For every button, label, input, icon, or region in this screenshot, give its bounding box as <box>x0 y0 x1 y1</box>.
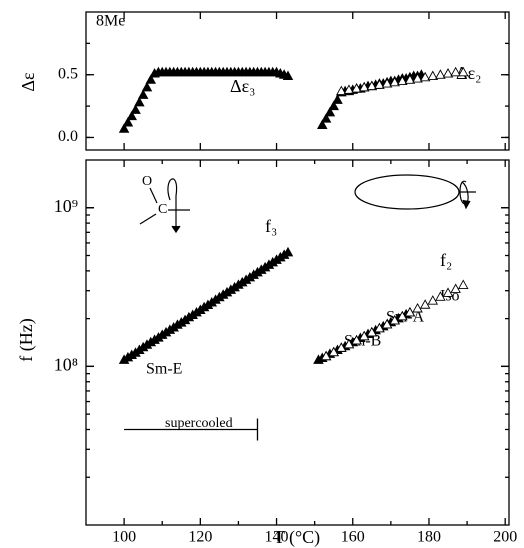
x-tick-label: 200 <box>493 529 517 546</box>
data-point <box>435 291 446 301</box>
data-point <box>328 346 339 357</box>
supercooled-label: supercooled <box>165 416 233 431</box>
icon-label: C <box>158 202 167 217</box>
data-point <box>427 295 439 305</box>
data-point <box>412 73 423 83</box>
data-point <box>458 66 469 77</box>
top-frame <box>85 11 510 151</box>
data-point <box>427 70 439 81</box>
data-point <box>397 75 408 86</box>
data-point <box>450 66 461 77</box>
data-point <box>351 334 362 345</box>
data-point <box>404 306 416 317</box>
data-point <box>412 302 423 313</box>
series-label: Δε₂ <box>456 63 481 83</box>
data-point <box>320 113 332 123</box>
data-point <box>282 246 294 257</box>
bottom-frame <box>85 159 510 526</box>
data-point <box>374 322 385 333</box>
data-point <box>374 79 385 89</box>
data-point <box>130 104 141 114</box>
series-label: f₃ <box>265 216 277 236</box>
y-tick-label: 0.5 <box>58 65 78 82</box>
data-point <box>145 74 157 84</box>
data-point <box>366 80 378 91</box>
x-tick-label: 120 <box>188 529 212 546</box>
x-tick-label: 160 <box>341 529 365 546</box>
data-point <box>122 116 134 127</box>
x-tick-label: 140 <box>265 529 289 546</box>
data-point <box>141 81 153 92</box>
data-point <box>343 338 355 349</box>
data-point <box>320 350 332 361</box>
y-tick-label: 10⁸ <box>54 355 78 375</box>
data-point <box>358 330 370 341</box>
y-axis-label: f (Hz) <box>16 318 37 361</box>
x-tick-label: 180 <box>417 529 441 546</box>
series-label: Δε₃ <box>230 76 255 96</box>
data-point <box>419 71 431 82</box>
data-point <box>458 279 469 290</box>
data-point <box>343 84 355 94</box>
data-point <box>336 342 347 352</box>
data-point <box>442 287 454 297</box>
data-point <box>419 299 431 309</box>
sample-label: 8Me <box>96 13 125 30</box>
data-point <box>381 318 393 329</box>
phase-label: Sm-E <box>146 361 182 378</box>
x-axis-label: T (°C) <box>274 527 320 548</box>
data-point <box>137 89 149 99</box>
data-point <box>332 94 343 104</box>
data-point <box>336 85 347 96</box>
data-point <box>435 69 446 79</box>
data-point <box>442 68 454 78</box>
data-point <box>381 78 393 88</box>
icon-label: O <box>142 174 152 189</box>
data-point <box>118 123 130 133</box>
data-point <box>328 100 339 111</box>
y-tick-label: 10⁹ <box>54 196 78 216</box>
ellipse-icon <box>354 174 476 210</box>
data-point <box>389 314 400 325</box>
x-tick-label: 100 <box>112 529 136 546</box>
y-axis-label: Δε <box>18 72 38 92</box>
data-point <box>317 119 328 129</box>
series-label: f₂ <box>440 250 452 270</box>
data-point <box>134 96 145 107</box>
data-point <box>397 310 408 321</box>
data-point <box>404 74 416 84</box>
data-point <box>358 81 370 92</box>
y-tick-label: 0.0 <box>58 128 78 145</box>
data-point <box>324 106 336 117</box>
data-point <box>366 326 378 337</box>
data-point <box>282 70 294 81</box>
data-point <box>351 83 362 93</box>
molecule-icon: O C <box>139 174 190 234</box>
data-point <box>126 110 137 121</box>
data-point <box>389 76 400 87</box>
data-point <box>450 283 461 293</box>
